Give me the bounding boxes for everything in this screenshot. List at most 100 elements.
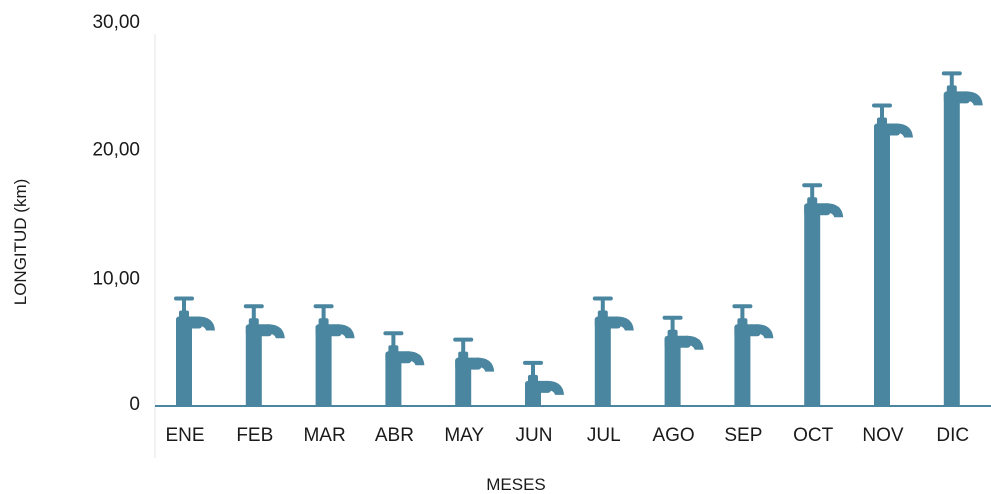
faucet-valve xyxy=(528,374,538,383)
bar-jun xyxy=(523,360,564,406)
faucet-pipe xyxy=(874,125,890,407)
faucet-valve xyxy=(597,310,608,319)
bar-mar xyxy=(313,304,355,406)
bar-oct xyxy=(802,183,844,406)
faucet-valve xyxy=(667,329,678,338)
bar-may xyxy=(453,337,495,406)
faucet-stem xyxy=(391,333,396,347)
faucet-stem xyxy=(740,306,745,320)
x-tick-label: JUN xyxy=(516,425,553,446)
faucet-body xyxy=(594,316,621,329)
x-axis-title: MESES xyxy=(486,475,546,494)
faucet-pipe xyxy=(594,318,611,406)
faucet-spout xyxy=(684,335,704,350)
bar-ago xyxy=(662,315,704,406)
bar-feb xyxy=(243,304,285,406)
faucet-handle xyxy=(523,360,543,365)
x-tick-label: ENE xyxy=(165,425,204,446)
bar-sep xyxy=(732,304,774,406)
faucet-body xyxy=(176,316,202,329)
faucet-pipe xyxy=(734,326,751,406)
faucet-body xyxy=(455,357,482,370)
bar-jul xyxy=(592,296,634,406)
bars xyxy=(174,71,983,407)
x-tick-label: OCT xyxy=(793,425,834,446)
faucet-handle xyxy=(592,296,613,301)
y-tick-label: 0 xyxy=(129,394,140,415)
faucet-stem xyxy=(461,339,466,353)
faucet-handle xyxy=(243,304,264,309)
faucet-stem xyxy=(600,298,605,312)
faucet-stem xyxy=(880,105,884,119)
faucet-spout xyxy=(475,357,495,372)
faucet-valve xyxy=(946,85,957,94)
bar-nov xyxy=(872,103,913,407)
bar-abr xyxy=(383,331,425,406)
bar-dic xyxy=(941,71,983,406)
y-tick-label: 10,00 xyxy=(92,268,140,289)
faucet-handle xyxy=(313,304,334,309)
faucet-stem xyxy=(531,362,535,376)
x-tick-label: SEP xyxy=(724,425,762,446)
faucet-handle xyxy=(453,337,474,342)
x-axis-labels: ENE FEB MAR ABR MAY JUN JUL AGO SEP OCT NOV DIC xyxy=(165,425,969,446)
faucet-spout xyxy=(754,324,774,339)
faucet-body xyxy=(664,335,691,348)
faucet-valve xyxy=(388,345,399,354)
faucet-pipe xyxy=(245,326,262,406)
x-tick-label: ABR xyxy=(375,425,414,446)
faucet-spout xyxy=(405,351,425,366)
faucet-valve xyxy=(737,318,748,327)
faucet-handle xyxy=(872,103,892,108)
x-tick-label: FEB xyxy=(236,425,273,446)
faucet-spout xyxy=(963,91,983,106)
faucet-valve xyxy=(807,197,818,206)
y-axis-title: LONGITUD (km) xyxy=(11,179,30,306)
x-tick-label: JUL xyxy=(587,425,621,446)
y-tick-label: 30,00 xyxy=(92,12,140,33)
x-tick-label: AGO xyxy=(652,425,694,446)
faucet-pipe xyxy=(315,326,332,406)
faucet-valve xyxy=(877,117,887,126)
faucet-pipe xyxy=(664,337,681,406)
faucet-handle xyxy=(662,315,683,320)
faucet-stem xyxy=(251,306,256,320)
faucet-stem xyxy=(810,185,815,199)
faucet-spout xyxy=(265,324,285,339)
faucet-pipe xyxy=(176,318,192,406)
faucet-pipe xyxy=(385,353,402,406)
faucet-spout xyxy=(545,380,564,395)
faucet-body xyxy=(804,203,831,216)
faucet-handle xyxy=(941,71,962,76)
faucet-body xyxy=(385,351,412,364)
faucet-spout xyxy=(824,203,844,218)
faucet-body xyxy=(245,324,272,337)
faucet-body xyxy=(734,324,761,337)
faucet-handle xyxy=(383,331,404,336)
faucet-spout xyxy=(894,123,913,138)
faucet-spout xyxy=(196,316,215,331)
faucet-pipe xyxy=(943,93,960,406)
faucet-spout xyxy=(335,324,355,339)
faucet-handle xyxy=(732,304,753,309)
faucet-body xyxy=(315,324,342,337)
faucet-handle xyxy=(802,183,823,188)
faucet-valve xyxy=(248,318,259,327)
faucet-valve xyxy=(458,351,469,360)
faucet-pipe xyxy=(804,205,821,406)
faucet-valve xyxy=(318,318,329,327)
faucet-spout xyxy=(614,316,634,331)
faucet-body xyxy=(943,91,970,104)
faucet-stem xyxy=(321,306,326,320)
y-axis: 0 10,00 20,00 30,00 xyxy=(92,12,156,458)
faucet-body xyxy=(525,380,551,393)
faucet-valve xyxy=(179,310,189,319)
y-tick-label: 20,00 xyxy=(92,140,140,161)
bar-ene xyxy=(174,296,215,406)
faucet-body xyxy=(874,123,900,136)
x-tick-label: MAY xyxy=(444,425,484,446)
faucet-stem xyxy=(182,298,186,312)
x-tick-label: DIC xyxy=(936,425,969,446)
faucet-handle xyxy=(174,296,194,301)
x-tick-label: NOV xyxy=(862,425,904,446)
